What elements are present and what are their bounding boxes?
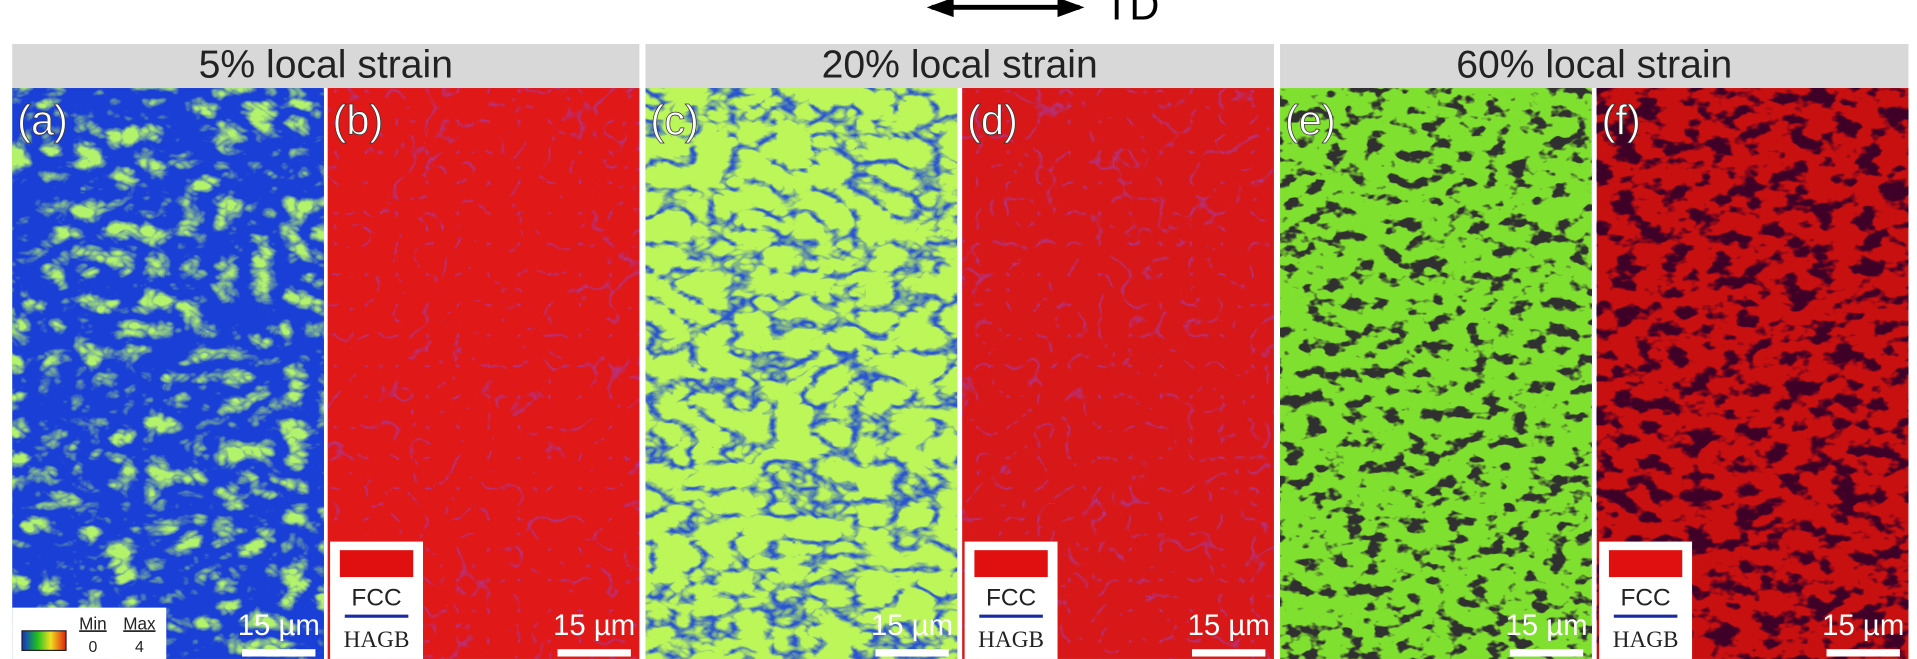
phase-swatch [339, 550, 414, 578]
content: TD 5% local strain 20% local strain 60% lo… [12, 0, 1909, 659]
panel-label: (f) [1602, 96, 1641, 143]
scale-bar-label: 15 µm [871, 609, 953, 642]
panel-label: (d) [967, 96, 1018, 143]
scale-bar-label: 15 µm [1188, 609, 1270, 642]
scale-bar-label: 15 µm [238, 609, 320, 642]
scale-bar-label: 15 µm [1506, 609, 1588, 642]
arrow-head [926, 0, 954, 18]
panel-label: (c) [650, 96, 698, 143]
map-texture [645, 88, 958, 659]
group-title: 60% local strain [1456, 44, 1732, 87]
kam-max-label: Max [123, 614, 156, 633]
phase-label: FCC [1620, 585, 1670, 612]
panel-label: (a) [17, 96, 68, 143]
arrow-head [1057, 0, 1085, 18]
panel-label: (b) [333, 96, 384, 143]
kam-min-value: 0 [88, 639, 97, 656]
kam-colorbar [21, 630, 67, 652]
scale-bar-label: 15 µm [553, 609, 635, 642]
scale-bar [557, 649, 631, 657]
map-panel: (f) 15 µm FCC HAGB [1596, 88, 1909, 659]
boundary-label: HAGB [1613, 627, 1679, 653]
phase-label: FCC [986, 585, 1036, 612]
map-panel: (e) 15 µm [1280, 88, 1592, 659]
panel-label: (e) [1285, 96, 1336, 143]
scale-bar [1826, 649, 1900, 657]
group-header [12, 44, 640, 89]
kam-max-value: 4 [135, 639, 144, 656]
boundary-label: HAGB [344, 627, 410, 653]
phase-label: FCC [351, 585, 401, 612]
scale-bar [875, 649, 949, 657]
group-title: 5% local strain [199, 44, 453, 87]
scale-bar [1509, 649, 1584, 657]
group-header [645, 44, 1274, 89]
direction-label: TD [1104, 0, 1159, 29]
scale-bar [1192, 649, 1266, 657]
kam-legend: Min Max 0 4 [12, 607, 167, 659]
map-texture [1280, 88, 1592, 659]
group-header [1280, 44, 1909, 89]
phase-swatch [974, 550, 1048, 578]
boundary-label: HAGB [978, 627, 1044, 653]
map-panel: (c) 15 µm [645, 88, 958, 659]
scale-bar [242, 649, 316, 657]
map-panel: (a) 15 µm [12, 88, 324, 659]
map-panel: (b) 15 µm FCC HAGB [327, 88, 640, 659]
scale-bar-label: 15 µm [1822, 609, 1904, 642]
kam-min-label: Min [79, 614, 107, 633]
phase-swatch [1608, 550, 1683, 578]
map-panel: (d) 15 µm FCC HAGB [962, 88, 1274, 659]
group-title: 20% local strain [822, 44, 1098, 87]
map-texture [12, 88, 324, 659]
